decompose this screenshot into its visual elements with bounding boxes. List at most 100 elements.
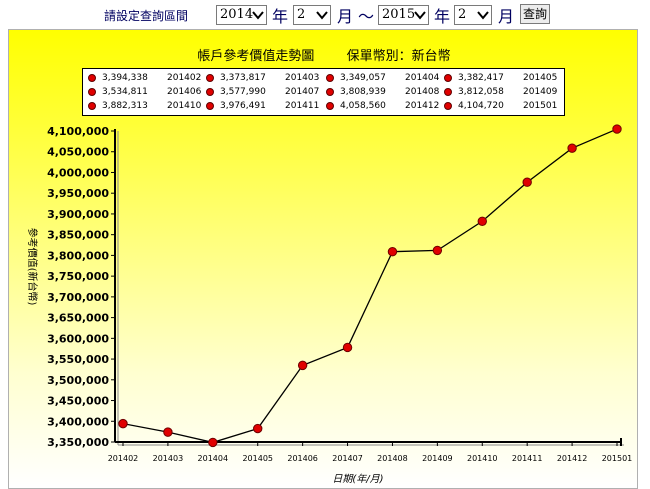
legend-marker-icon (88, 88, 96, 96)
legend-period: 201412 (405, 101, 440, 111)
legend-marker-icon (206, 88, 214, 96)
legend-value: 3,577,990 (220, 87, 266, 97)
legend-value: 3,373,817 (220, 73, 266, 83)
legend-value: 3,812,058 (458, 87, 504, 97)
x-tick-label: 201412 (557, 454, 588, 463)
legend-period: 201404 (405, 73, 440, 83)
y-axis-title: 參考價值(新台幣) (26, 228, 39, 306)
chart-subtitle: 保單幣別：新台幣 (346, 49, 451, 64)
y-tick-label: 3,350,000 (47, 436, 109, 449)
data-point (477, 216, 487, 226)
y-tick-label: 3,450,000 (47, 395, 109, 408)
data-point (163, 427, 173, 437)
start-month-value: 2 (297, 7, 306, 22)
x-tick-label: 201501 (602, 454, 633, 463)
legend-period: 201501 (523, 101, 558, 111)
x-tick-label: 201409 (422, 454, 453, 463)
end-year-value: 2015 (382, 7, 416, 22)
data-point (208, 437, 218, 448)
legend-value: 3,349,057 (340, 73, 386, 83)
legend-marker-icon (88, 74, 96, 82)
chart-title-row: 帳戶參考價值走勢圖 保單幣別：新台幣 (9, 45, 639, 64)
start-month-select[interactable]: 2 (293, 5, 331, 25)
legend-period: 201410 (167, 101, 202, 111)
chart-legend: 3,394,338 201402 3,373,817 201403 3,349,057 2… (82, 68, 565, 116)
legend-period: 201411 (285, 101, 320, 111)
data-point (567, 143, 577, 153)
legend-marker-icon (444, 88, 452, 96)
y-tick-label: 3,750,000 (47, 270, 109, 283)
x-tick-label: 201405 (242, 454, 273, 463)
legend-marker-icon (326, 74, 334, 82)
y-tick-label: 4,000,000 (47, 166, 109, 179)
data-point (432, 245, 443, 256)
legend-marker-icon (444, 74, 452, 82)
chart-title: 帳戶參考價值走勢圖 (197, 49, 315, 64)
year-unit-label: 年 (272, 7, 289, 26)
legend-marker-icon (326, 88, 334, 96)
legend-value: 3,808,939 (340, 87, 386, 97)
y-tick-label: 3,600,000 (47, 332, 109, 345)
legend-period: 201406 (167, 87, 202, 97)
x-tick-label: 201408 (377, 454, 408, 463)
month-unit-label-2: 月 (498, 7, 515, 26)
data-point (342, 342, 353, 353)
data-point (297, 360, 308, 371)
y-tick-label: 3,700,000 (47, 291, 109, 304)
y-tick-label: 3,900,000 (47, 208, 109, 221)
legend-value: 4,104,720 (458, 101, 504, 111)
x-axis-title: 日期(年/月) (332, 473, 383, 485)
x-tick-label: 201410 (467, 454, 498, 463)
legend-period: 201407 (285, 87, 320, 97)
line-chart: 3,350,000 3,400,000 3,450,000 3,500,000 3,55… (26, 124, 633, 485)
y-tick-label: 3,550,000 (47, 353, 109, 366)
data-point (522, 177, 532, 187)
y-tick-label: 3,800,000 (47, 249, 109, 262)
year-unit-label-2: 年 (434, 7, 451, 26)
y-tick-label: 4,100,000 (47, 125, 109, 138)
legend-marker-icon (206, 74, 214, 82)
x-tick-label: 201406 (287, 454, 318, 463)
legend-marker-icon (326, 102, 334, 110)
chevron-down-icon (252, 11, 264, 20)
legend-period: 201402 (167, 73, 202, 83)
query-toolbar: 請設定查詢區間 2014 年 2 月 ～ 2015 年 2 月 查詢 (0, 0, 650, 30)
legend-value: 3,976,491 (220, 101, 266, 111)
data-point (612, 124, 622, 134)
y-tick-label: 3,650,000 (47, 312, 109, 325)
start-year-value: 2014 (220, 7, 254, 22)
y-tick-label: 3,400,000 (47, 415, 109, 428)
end-month-select[interactable]: 2 (454, 5, 492, 25)
query-button[interactable]: 查詢 (520, 4, 550, 24)
end-month-value: 2 (458, 7, 467, 22)
legend-value: 3,882,313 (102, 101, 148, 111)
legend-value: 3,394,338 (102, 73, 148, 83)
chevron-down-icon (477, 11, 489, 20)
legend-marker-icon (444, 102, 452, 110)
chevron-down-icon (316, 11, 328, 20)
y-tick-label: 3,850,000 (47, 229, 109, 242)
legend-period: 201409 (523, 87, 558, 97)
legend-marker-icon (88, 102, 96, 110)
x-tick-label: 201403 (153, 454, 184, 463)
range-separator: ～ (358, 7, 375, 26)
query-range-label: 請設定查詢區間 (104, 9, 189, 23)
x-tick-label: 201404 (198, 454, 229, 463)
data-point (387, 246, 398, 257)
chart-panel: 帳戶參考價值走勢圖 保單幣別：新台幣 3,394,338 201402 3,373,… (8, 29, 638, 489)
month-unit-label: 月 (337, 7, 354, 26)
x-tick-label: 201402 (108, 454, 139, 463)
start-year-select[interactable]: 2014 (216, 5, 267, 25)
legend-period: 201405 (523, 73, 558, 83)
x-tick-label: 201407 (332, 454, 363, 463)
y-tick-label: 3,500,000 (47, 374, 109, 387)
legend-period: 201403 (285, 73, 320, 83)
y-tick-label: 3,950,000 (47, 187, 109, 200)
data-point (253, 423, 263, 434)
x-tick-label: 201411 (512, 454, 543, 463)
legend-value: 4,058,560 (340, 101, 386, 111)
series-line (122, 128, 618, 444)
legend-value: 3,382,417 (458, 73, 504, 83)
end-year-select[interactable]: 2015 (378, 5, 429, 25)
data-point (118, 418, 128, 429)
